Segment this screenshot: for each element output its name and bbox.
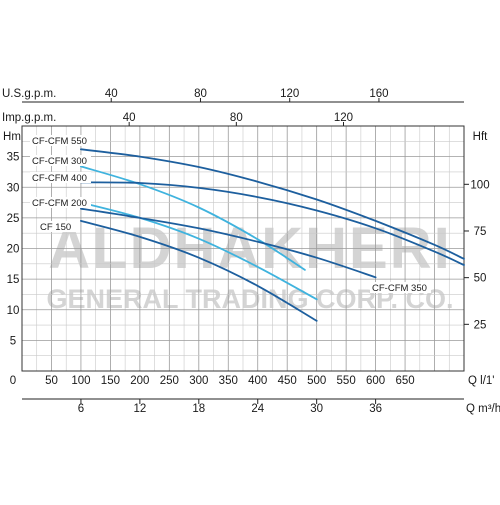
x-tick-label: 100 (71, 375, 90, 387)
y-tick-label: 35 (7, 152, 20, 164)
series-label-cf-cfm-200: CF-CFM 200 (32, 198, 87, 209)
m3h-tick-label: 30 (310, 403, 323, 415)
m3h-tick-label: 6 (78, 403, 84, 415)
series-lines (80, 148, 465, 322)
usgpm-tick-label: 160 (369, 88, 388, 100)
series-label-bg-cf-cfm-550 (30, 135, 91, 146)
y-right-tick-label: 75 (474, 226, 487, 238)
series-label-bg-cf-cfm-400 (30, 172, 91, 183)
y-tick-label: 10 (7, 305, 20, 317)
series-label-bg-cf-cfm-350 (370, 282, 431, 293)
impgpm-tick-label: 120 (334, 112, 353, 124)
series-line-cf-cfm-400 (80, 181, 465, 266)
x-tick-label: 250 (160, 375, 179, 387)
x-tick-label: 450 (278, 375, 297, 387)
x-tick-label: 150 (101, 375, 120, 387)
series-line-cf-cfm-200 (80, 201, 318, 301)
usgpm-tick-label: 120 (280, 88, 299, 100)
series-label-cf-cfm-300: CF-CFM 300 (32, 156, 87, 167)
y-right-tick-label: 50 (474, 273, 487, 285)
series-line-cf-cfm-350 (80, 207, 377, 279)
impgpm-tick-label: 40 (123, 112, 136, 124)
usgpm-axis-label: U.S.g.p.m. (2, 88, 56, 100)
x-tick-label: 600 (366, 375, 385, 387)
y-right-tick-label: 100 (470, 179, 489, 191)
impgpm-tick-label: 80 (230, 112, 243, 124)
m3h-tick-label: 36 (369, 403, 382, 415)
m3h-tick-label: 24 (251, 403, 264, 415)
series-label-cf-cfm-400: CF-CFM 400 (32, 173, 87, 184)
series-line-cf-150 (80, 220, 318, 322)
x-tick-label: 650 (395, 375, 414, 387)
y-tick-label: 5 (10, 335, 16, 347)
series-label-cf-cfm-350: CF-CFM 350 (372, 283, 427, 294)
impgpm-axis-label: Imp.g.p.m. (2, 112, 56, 124)
series-label-cf-cfm-550: CF-CFM 550 (32, 136, 87, 147)
series-line-cf-cfm-550 (80, 148, 465, 260)
m3h-tick-label: 18 (192, 403, 205, 415)
x-tick-label: 200 (130, 375, 149, 387)
series-label-cf-150: CF 150 (40, 222, 71, 233)
y-tick-label: 20 (7, 244, 20, 256)
series-line-cf-cfm-300 (80, 165, 306, 271)
m3h-axis-label: Q m³/h (466, 403, 500, 415)
y-tick-label: 30 (7, 182, 20, 194)
grid (22, 126, 464, 371)
y-axis-label: Hm (3, 131, 21, 143)
y-tick-label: 25 (7, 213, 20, 225)
y-tick-label-zero: 0 (10, 375, 16, 387)
x-tick-label: 550 (337, 375, 356, 387)
x-tick-label: 500 (307, 375, 326, 387)
y-tick-label: 15 (7, 274, 20, 286)
x-tick-label: 400 (248, 375, 267, 387)
plot-frame (21, 125, 465, 372)
series-label-bg-cf-cfm-300 (30, 155, 91, 166)
usgpm-tick-label: 40 (105, 88, 118, 100)
x-tick-label: 300 (189, 375, 208, 387)
x-tick-label: 350 (219, 375, 238, 387)
m3h-tick-label: 12 (133, 403, 146, 415)
series-label-bg-cf-150 (38, 221, 77, 232)
x-tick-label: 50 (45, 375, 58, 387)
y-axis-label-right: Hft (473, 131, 489, 143)
usgpm-tick-label: 80 (194, 88, 207, 100)
y-right-tick-label: 25 (474, 319, 487, 331)
x-axis-label: Q l/1' (468, 375, 494, 387)
series-labels: CF-CFM 550 CF-CFM 300 CF-CFM 400 CF-CFM 200… (30, 135, 431, 294)
series-label-bg-cf-cfm-200 (30, 197, 91, 208)
